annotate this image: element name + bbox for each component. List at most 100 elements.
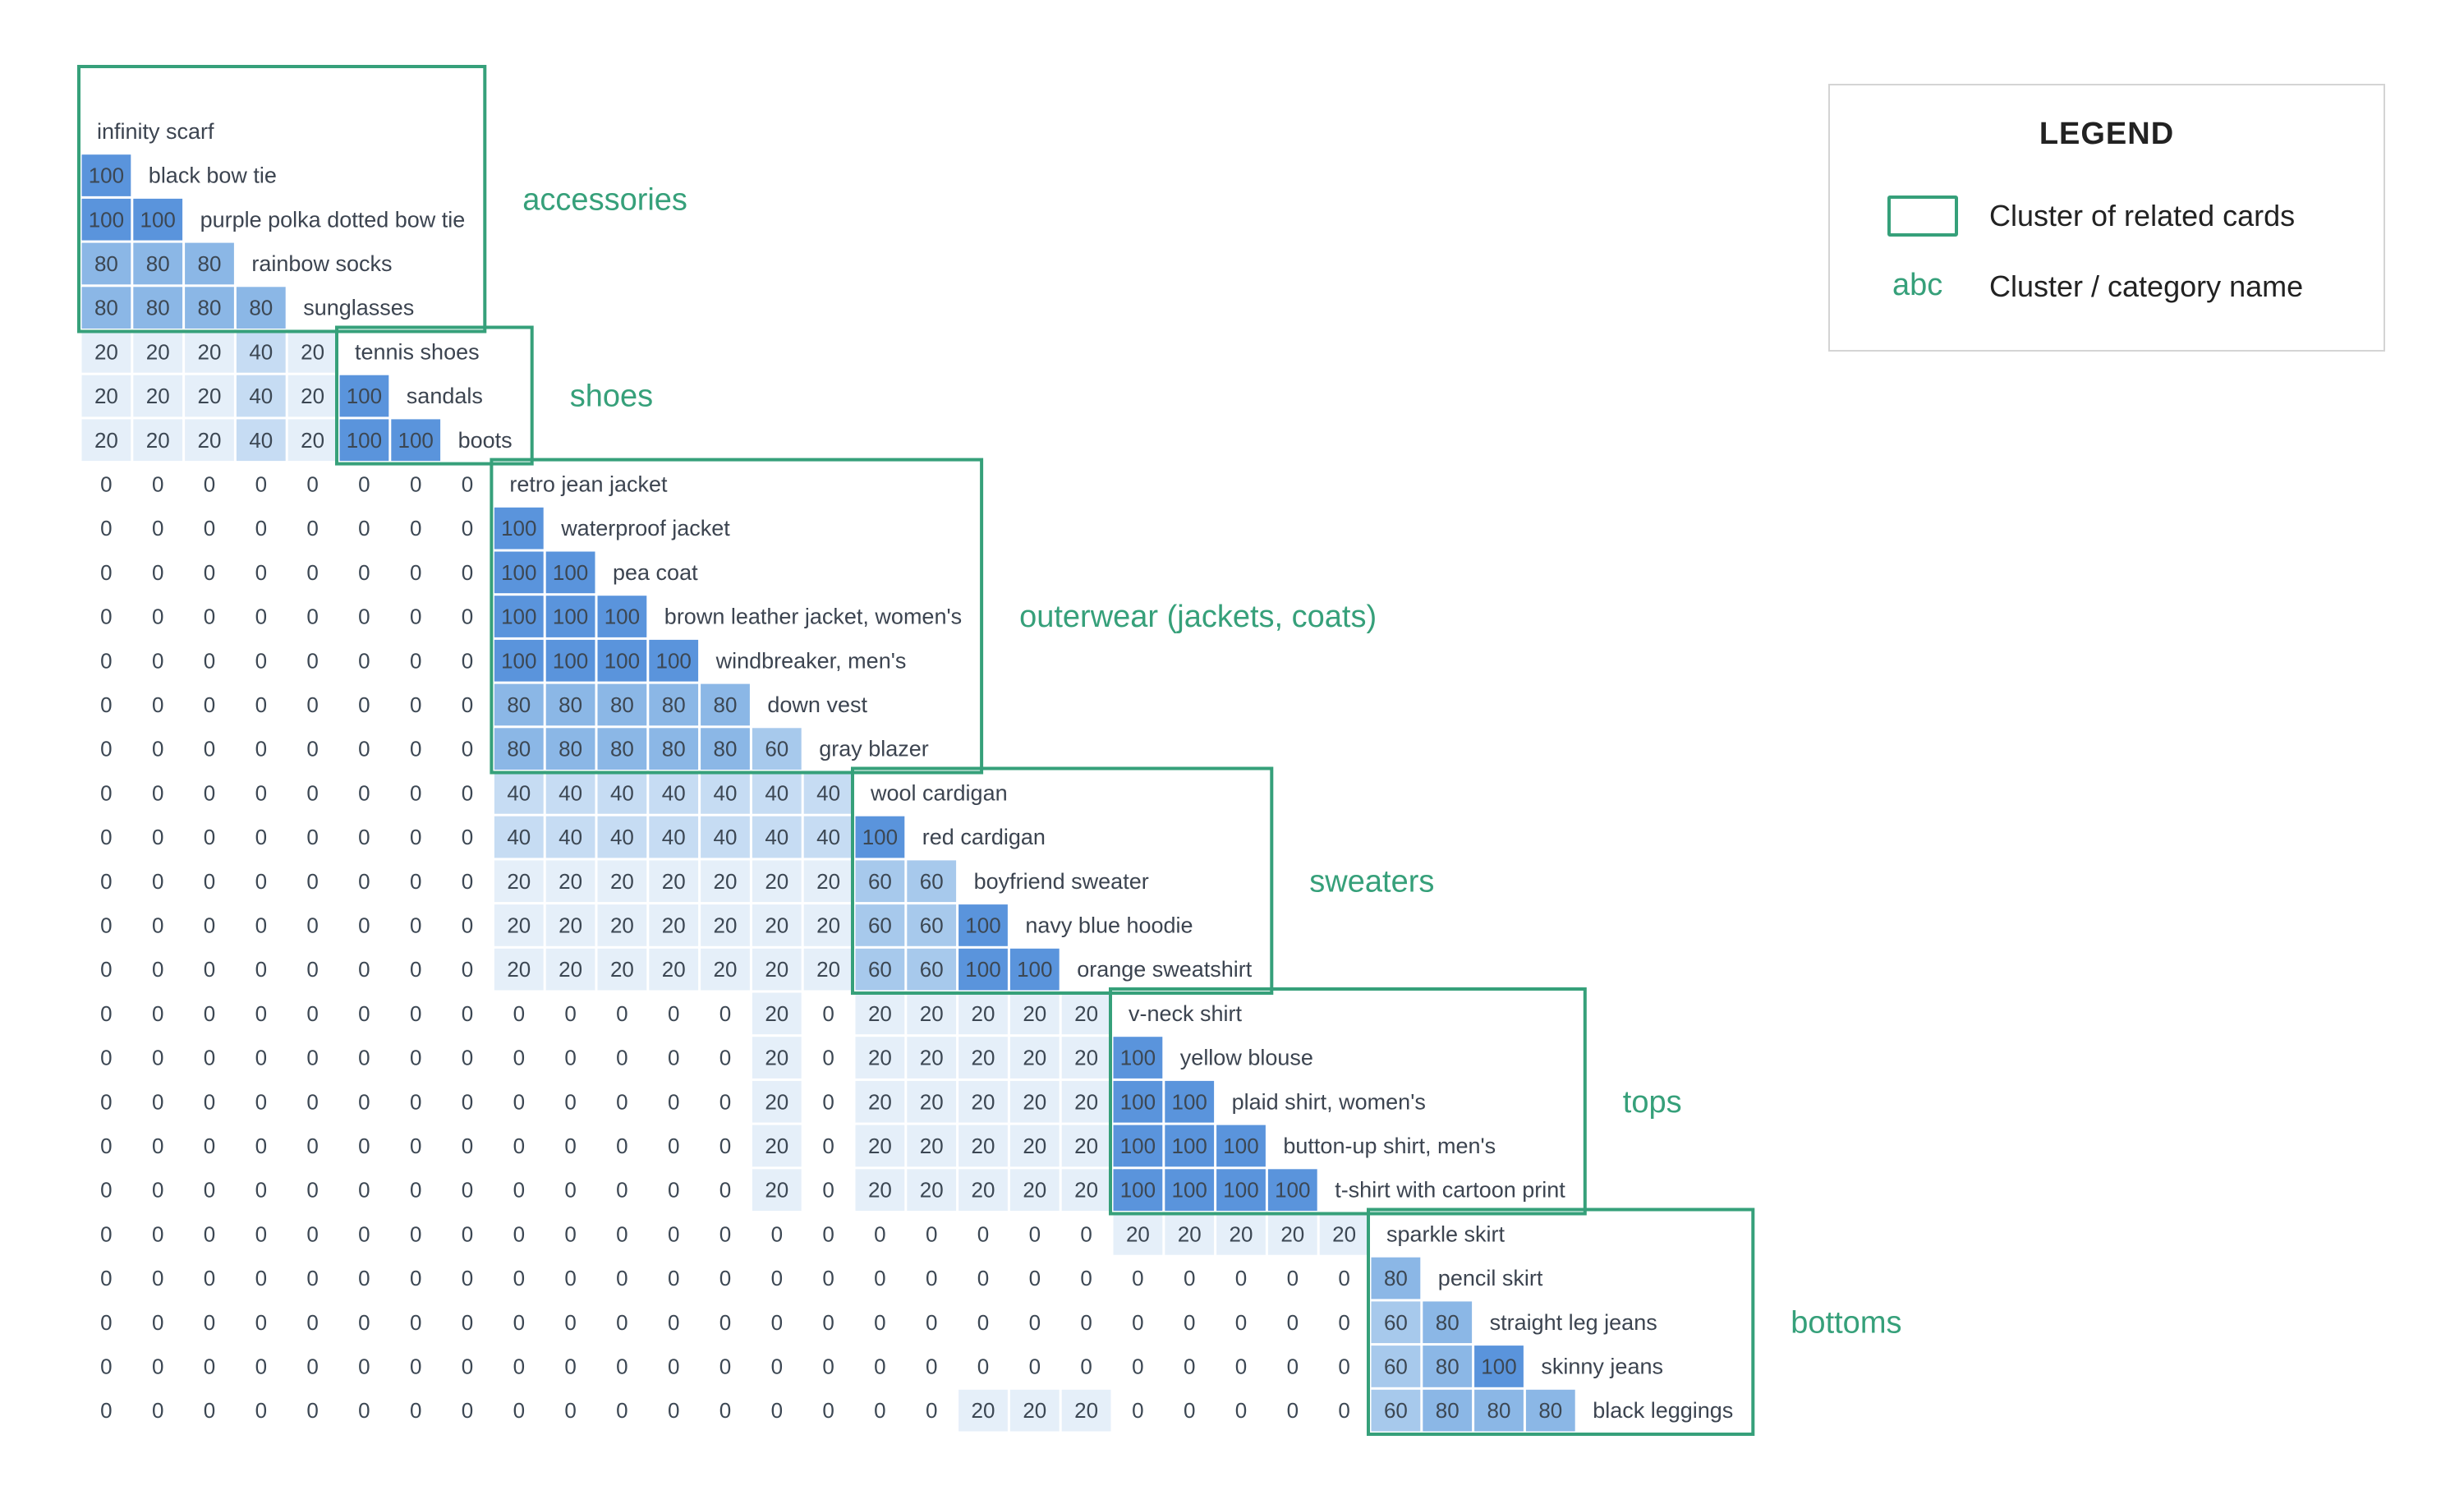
matrix-cell (236, 1346, 286, 1387)
matrix-cell (597, 1389, 647, 1432)
cell-value: 100 (1017, 957, 1052, 982)
matrix-cell (81, 551, 131, 594)
matrix-cell (1423, 1346, 1473, 1387)
matrix-cell (81, 154, 131, 196)
cell-value: 80 (1436, 1398, 1460, 1423)
cell-value: 20 (714, 957, 738, 982)
matrix-cell (443, 1301, 492, 1344)
matrix-cell (649, 1169, 699, 1211)
matrix-cell (1009, 1346, 1060, 1387)
cell-value: 0 (926, 1355, 937, 1379)
matrix-cell (236, 375, 286, 417)
cell-value: 0 (204, 780, 215, 805)
matrix-cell (958, 1125, 1008, 1167)
matrix-cell (545, 1346, 595, 1387)
matrix-cell (185, 463, 234, 505)
matrix-cell (236, 1125, 286, 1167)
cell-value: 0 (358, 1046, 370, 1070)
matrix-cell (133, 992, 183, 1035)
cell-value: 0 (719, 1221, 731, 1246)
cluster-box (490, 458, 984, 775)
matrix-cell (855, 1125, 905, 1167)
cluster-box (1367, 1208, 1755, 1436)
cell-value: 0 (255, 869, 267, 894)
cell-value: 0 (771, 1310, 783, 1335)
matrix-cell (855, 1080, 905, 1123)
cell-value: 0 (462, 957, 473, 982)
cell-value: 0 (204, 957, 215, 982)
matrix-cell (855, 1169, 905, 1211)
cell-value: 0 (358, 605, 370, 629)
cell-value: 0 (1132, 1266, 1143, 1290)
cell-value: 100 (1223, 1178, 1258, 1203)
matrix-cell (855, 904, 905, 946)
cell-value: 0 (358, 1398, 370, 1423)
cell-value: 0 (306, 472, 318, 497)
cell-value: 40 (507, 780, 531, 805)
matrix-cell (391, 1080, 441, 1123)
cell-value: 0 (152, 1310, 163, 1335)
matrix-cell (339, 1257, 389, 1300)
matrix-cell (597, 1125, 647, 1167)
matrix-cell (958, 1213, 1008, 1255)
cell-value: 60 (868, 869, 892, 894)
cell-value: 100 (89, 163, 124, 188)
cluster-box-swatch (1887, 196, 1958, 237)
cell-value: 20 (816, 913, 840, 937)
matrix-cell (907, 1389, 957, 1432)
cell-value: 20 (1280, 1221, 1304, 1246)
matrix-cell (287, 992, 338, 1035)
matrix-cell (287, 728, 338, 770)
cell-value: 0 (1080, 1355, 1092, 1379)
matrix-cell (339, 992, 389, 1035)
matrix-cell (391, 948, 441, 991)
matrix-cell (958, 1301, 1008, 1344)
cell-value: 0 (1184, 1355, 1195, 1379)
cell-value: 0 (358, 1001, 370, 1026)
cell-value: 80 (1436, 1310, 1460, 1335)
matrix-cell (494, 1301, 544, 1344)
cell-value: 0 (204, 1398, 215, 1423)
cell-value: 0 (977, 1266, 989, 1290)
cell-value: 0 (410, 1266, 421, 1290)
matrix-cell (701, 728, 750, 770)
cell-value: 0 (616, 1134, 627, 1158)
matrix-cell (494, 683, 544, 726)
cell-value: 0 (719, 1310, 731, 1335)
cell-value: 20 (816, 957, 840, 982)
matrix-cell (907, 1301, 957, 1344)
cell-value: 0 (513, 1089, 525, 1114)
matrix-cell (752, 1389, 802, 1432)
matrix-cell (443, 904, 492, 946)
matrix-cell (391, 1169, 441, 1211)
cell-value: 40 (249, 384, 273, 408)
matrix-cell (1009, 1301, 1060, 1344)
matrix-cell (391, 1257, 441, 1300)
cell-value: 100 (1275, 1178, 1310, 1203)
cell-value: 0 (358, 516, 370, 540)
cell-value: 0 (1029, 1266, 1041, 1290)
cell-value: 0 (306, 1266, 318, 1290)
cell-value: 0 (1338, 1398, 1349, 1423)
matrix-cell (133, 816, 183, 858)
row-label: down vest (767, 692, 867, 717)
matrix-cell (185, 1169, 234, 1211)
cell-value: 0 (152, 516, 163, 540)
matrix-cell (803, 1169, 853, 1211)
matrix-cell (1216, 1301, 1266, 1344)
cell-value: 0 (358, 780, 370, 805)
cell-value: 80 (1538, 1398, 1562, 1423)
cell-value: 0 (513, 1266, 525, 1290)
matrix-cell (287, 772, 338, 814)
cell-value: 40 (662, 780, 686, 805)
matrix-cell (701, 992, 750, 1035)
matrix-cell (236, 463, 286, 505)
cell-value: 60 (1384, 1398, 1408, 1423)
cluster-name: bottoms (1791, 1305, 1901, 1340)
matrix-cell (649, 1213, 699, 1255)
matrix-cell (81, 683, 131, 726)
matrix-cell (236, 551, 286, 594)
matrix-cell (958, 948, 1008, 991)
cell-value: 0 (306, 1178, 318, 1203)
cell-value: 0 (926, 1266, 937, 1290)
